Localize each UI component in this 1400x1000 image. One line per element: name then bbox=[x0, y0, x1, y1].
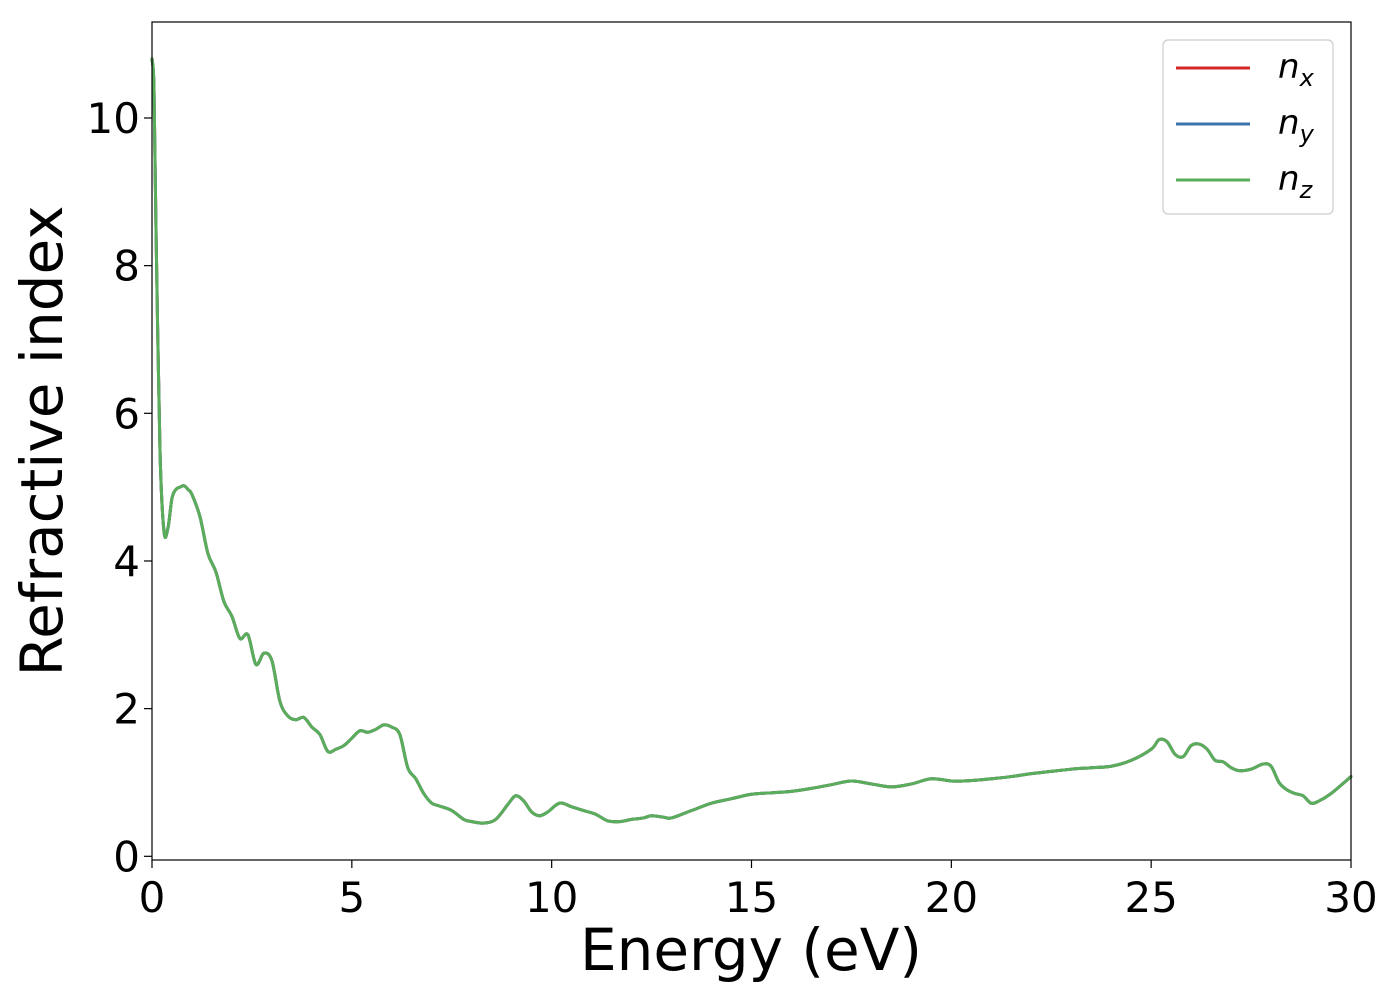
x-axis-title: Energy (eV) bbox=[580, 916, 922, 984]
series-lines bbox=[150, 57, 1353, 825]
x-tick-label: 30 bbox=[1324, 873, 1377, 922]
legend-label-base: n bbox=[1278, 159, 1300, 199]
legend-label-base: n bbox=[1278, 103, 1300, 143]
x-tick-label: 0 bbox=[139, 873, 166, 922]
y-tick-label: 6 bbox=[113, 389, 140, 438]
y-tick-label: 10 bbox=[87, 94, 140, 143]
y-axis-title: Refractive index bbox=[8, 205, 76, 676]
plot-frame bbox=[151, 21, 1352, 861]
legend-box bbox=[1162, 39, 1334, 215]
legend-label-n_x: nx bbox=[1278, 47, 1315, 92]
legend-label-subscript: z bbox=[1299, 176, 1314, 204]
y-tick-label: 0 bbox=[113, 832, 140, 881]
legend-label-subscript: x bbox=[1299, 64, 1315, 92]
legend-label-n_y: ny bbox=[1278, 103, 1315, 148]
legend-label-base: n bbox=[1278, 47, 1300, 87]
x-axis-ticks: 0 5 10 15 20 25 30 bbox=[139, 860, 1378, 922]
x-tick-label: 20 bbox=[925, 873, 978, 922]
x-tick-label: 10 bbox=[525, 873, 578, 922]
legend-label-n_z: nz bbox=[1278, 159, 1314, 204]
y-axis-ticks: 0 2 4 6 8 10 bbox=[87, 94, 152, 881]
y-tick-label: 4 bbox=[113, 537, 140, 586]
x-tick-label: 5 bbox=[338, 873, 365, 922]
x-tick-label: 15 bbox=[725, 873, 778, 922]
legend-label-subscript: y bbox=[1299, 120, 1315, 148]
series-line-n_z bbox=[150, 57, 1353, 825]
x-tick-label: 25 bbox=[1124, 873, 1177, 922]
y-tick-label: 8 bbox=[113, 242, 140, 291]
y-tick-label: 2 bbox=[113, 685, 140, 734]
